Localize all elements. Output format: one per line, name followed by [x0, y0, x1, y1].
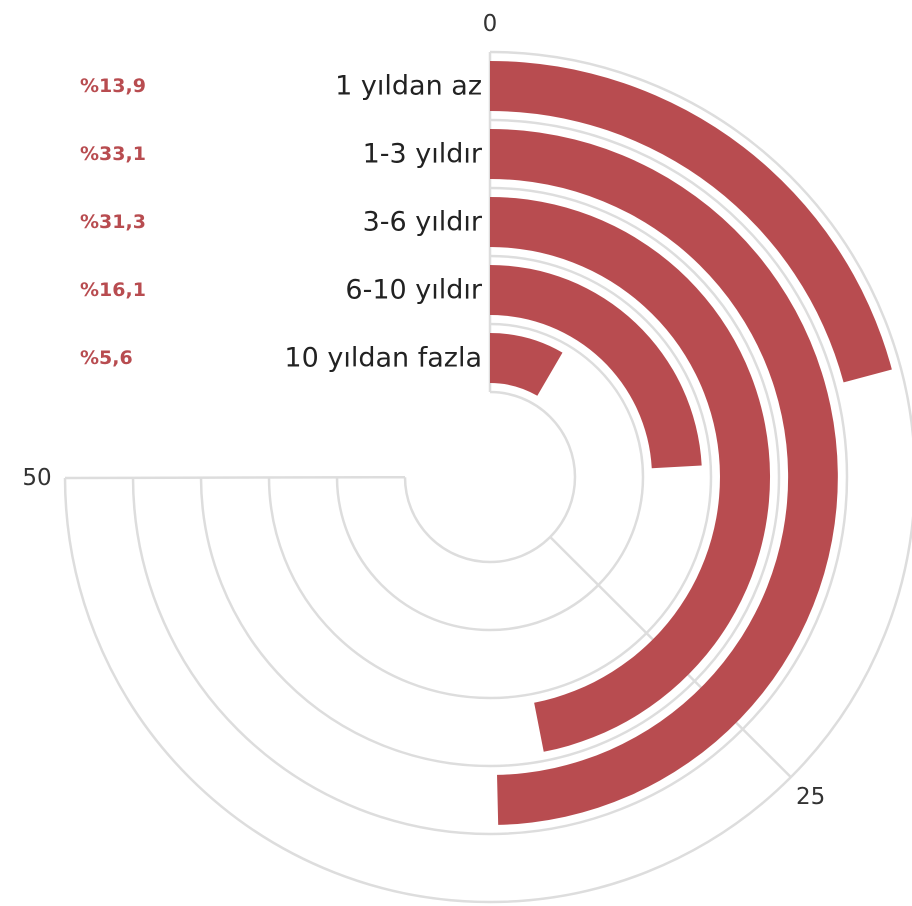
category-label: 6-10 yıldır	[345, 275, 482, 306]
value-label: %31,3	[80, 211, 146, 233]
category-label: 3-6 yıldır	[363, 207, 483, 238]
value-label: %13,9	[80, 75, 146, 97]
category-label: 1-3 yıldır	[363, 139, 483, 170]
grid-ring	[403, 390, 577, 564]
bars	[490, 61, 892, 825]
bar	[490, 129, 838, 825]
category-label: 10 yıldan fazla	[284, 343, 482, 374]
grid-spoke	[64, 475, 406, 480]
grid	[63, 50, 912, 904]
bar	[490, 197, 771, 752]
category-label: 1 yıldan az	[335, 71, 482, 102]
bar	[490, 333, 563, 396]
value-label: %33,1	[80, 143, 146, 165]
tick-label: 25	[796, 784, 825, 810]
bar	[490, 61, 892, 383]
labels: 0 25 50 1 yıldan az %13,9 1-3 yıldır %33,1 3-6 …	[22, 11, 825, 810]
value-label: %5,6	[80, 347, 133, 369]
tick-label: 0	[483, 11, 498, 37]
bar	[490, 265, 702, 469]
value-label: %16,1	[80, 279, 146, 301]
tick-label: 50	[22, 465, 51, 491]
